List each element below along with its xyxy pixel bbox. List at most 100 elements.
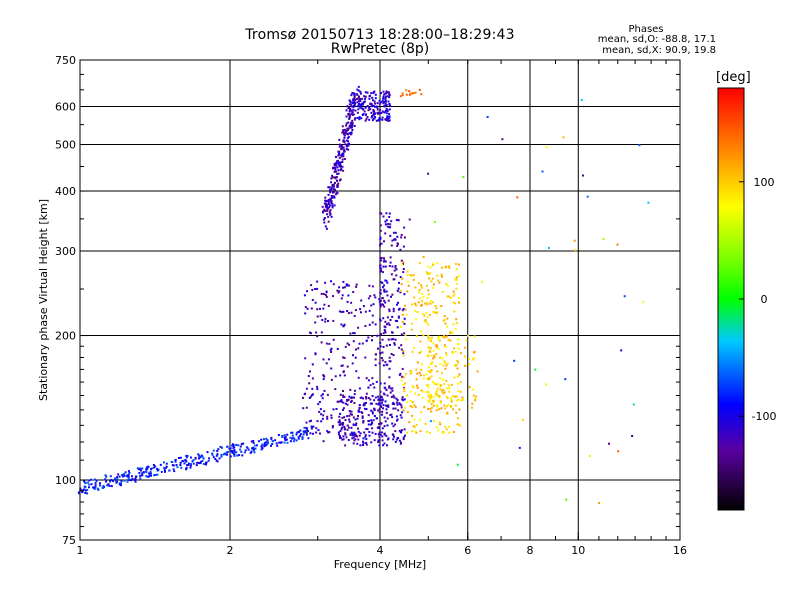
- data-point: [423, 374, 426, 377]
- data-point: [135, 475, 138, 478]
- data-point: [243, 451, 246, 454]
- data-point: [329, 349, 332, 352]
- y-tick-label: 750: [55, 54, 76, 67]
- data-point: [351, 92, 354, 94]
- data-point: [104, 474, 107, 477]
- data-point: [139, 467, 142, 470]
- data-point: [379, 403, 382, 406]
- data-point: [378, 408, 381, 410]
- data-point: [429, 396, 432, 399]
- data-point: [334, 168, 337, 171]
- data-point: [386, 424, 389, 427]
- data-point: [380, 401, 383, 404]
- data-point: [265, 437, 268, 440]
- data-point: [367, 109, 370, 112]
- data-point: [404, 434, 406, 437]
- data-point: [356, 101, 359, 104]
- data-point: [405, 313, 408, 316]
- data-point: [545, 146, 548, 149]
- data-point: [172, 464, 175, 467]
- data-point: [388, 116, 391, 119]
- data-point: [356, 88, 359, 91]
- data-point: [616, 243, 619, 246]
- data-point: [374, 116, 377, 118]
- data-point: [394, 338, 397, 341]
- data-point: [417, 301, 420, 304]
- data-point: [355, 434, 357, 437]
- data-point: [123, 479, 126, 482]
- data-point: [301, 436, 304, 439]
- data-point: [354, 438, 357, 441]
- data-point: [131, 478, 134, 480]
- data-point: [468, 386, 471, 389]
- data-point: [580, 99, 583, 102]
- data-point: [151, 467, 154, 470]
- data-point: [439, 362, 442, 365]
- data-point: [304, 357, 307, 360]
- data-point: [455, 321, 458, 324]
- data-point: [370, 304, 373, 307]
- data-point: [327, 320, 329, 322]
- data-point: [434, 305, 437, 307]
- data-point: [402, 409, 405, 412]
- data-point: [279, 441, 282, 444]
- data-point: [345, 148, 348, 151]
- data-point: [310, 425, 313, 428]
- data-point: [432, 380, 434, 383]
- data-point: [391, 402, 394, 405]
- data-point: [84, 486, 87, 489]
- data-point: [366, 105, 369, 108]
- data-point: [139, 477, 142, 480]
- data-point: [379, 382, 382, 385]
- y-tick-label: 200: [55, 330, 76, 343]
- data-point: [474, 395, 477, 398]
- data-point: [389, 223, 392, 226]
- data-point: [338, 433, 340, 436]
- data-point: [370, 103, 373, 106]
- data-point: [349, 332, 352, 335]
- data-point: [315, 427, 318, 430]
- data-point: [366, 428, 369, 431]
- data-point: [352, 105, 355, 108]
- data-point: [371, 104, 374, 107]
- data-point: [339, 164, 342, 167]
- data-point: [286, 441, 289, 444]
- data-point: [318, 401, 321, 403]
- data-point: [344, 433, 347, 436]
- data-point: [382, 364, 385, 367]
- data-point: [501, 138, 504, 141]
- data-point: [342, 280, 345, 283]
- data-point: [387, 119, 389, 122]
- data-point: [415, 368, 418, 371]
- data-point: [356, 93, 359, 96]
- data-point: [422, 256, 425, 258]
- data-point: [402, 308, 405, 310]
- data-point: [396, 403, 399, 406]
- data-point: [342, 390, 344, 392]
- data-point: [198, 455, 201, 458]
- data-point: [163, 466, 166, 469]
- data-point: [428, 376, 431, 379]
- data-point: [264, 444, 267, 447]
- data-point: [353, 118, 356, 121]
- data-point: [295, 431, 298, 434]
- data-point: [337, 169, 340, 172]
- data-point: [233, 446, 236, 449]
- data-point: [435, 394, 438, 397]
- data-point: [261, 447, 264, 450]
- data-point: [187, 462, 190, 465]
- phase-stats-o: mean, sd,O: -88.8, 17.1: [597, 34, 716, 45]
- data-point: [372, 303, 375, 306]
- data-point: [368, 118, 371, 121]
- data-point: [457, 417, 459, 420]
- data-point: [369, 384, 372, 387]
- data-point: [428, 347, 431, 349]
- data-point: [380, 281, 383, 284]
- data-point: [449, 331, 452, 334]
- data-point: [343, 286, 346, 289]
- data-point: [83, 480, 86, 483]
- data-point: [316, 280, 319, 283]
- data-point: [302, 407, 305, 410]
- data-point: [325, 291, 328, 294]
- data-point: [385, 95, 387, 98]
